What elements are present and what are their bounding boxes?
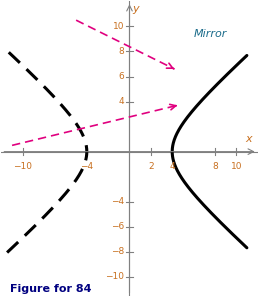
Text: −10: −10 — [13, 162, 32, 171]
Text: −6: −6 — [111, 222, 124, 231]
Text: 4: 4 — [119, 97, 124, 106]
Text: Mirror: Mirror — [193, 29, 227, 39]
Text: −10: −10 — [105, 272, 124, 281]
Text: −4: −4 — [111, 197, 124, 206]
Text: y: y — [133, 4, 139, 14]
Text: 8: 8 — [212, 162, 218, 171]
Text: x: x — [246, 134, 252, 144]
Text: −4: −4 — [80, 162, 93, 171]
Text: −8: −8 — [111, 247, 124, 256]
Text: 4: 4 — [169, 162, 175, 171]
Text: 2: 2 — [148, 162, 154, 171]
Text: 8: 8 — [118, 47, 124, 56]
Text: Figure for 84: Figure for 84 — [10, 284, 92, 294]
Text: 10: 10 — [231, 162, 242, 171]
Text: 6: 6 — [118, 72, 124, 81]
Text: 10: 10 — [113, 22, 124, 31]
